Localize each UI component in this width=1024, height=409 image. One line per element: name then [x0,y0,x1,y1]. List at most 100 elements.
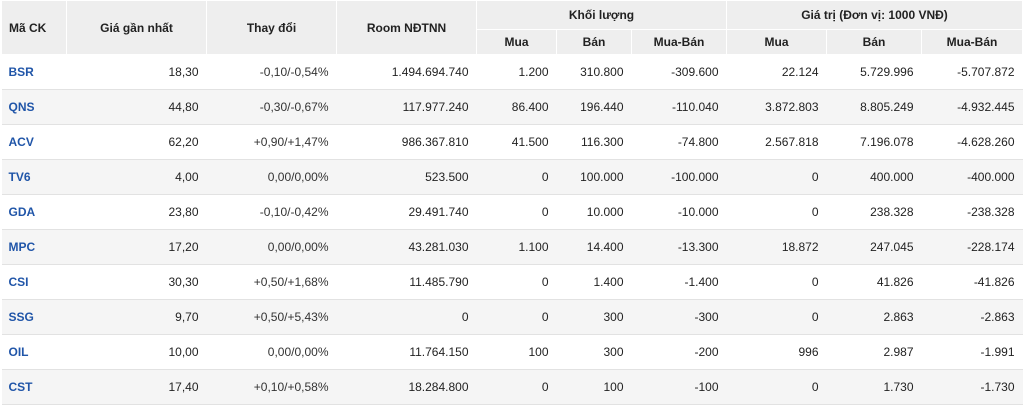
value-buy: 3.872.803 [726,89,827,125]
stock-symbol[interactable]: QNS [1,89,67,125]
stock-symbol[interactable]: SSG [1,299,67,335]
value-sell: 41.826 [826,264,922,300]
header-value-sell[interactable]: Bán [826,29,923,55]
price-change: 0,00/0,00% [206,334,337,370]
header-change[interactable]: Thay đổi [206,0,337,55]
header-value-net[interactable]: Mua-Bán [921,29,1024,55]
volume-buy: 100 [476,334,557,370]
volume-net: -10.000 [631,194,727,230]
stock-symbol[interactable]: TV6 [1,159,67,195]
header-volume-sell[interactable]: Bán [556,29,632,55]
volume-net: -100.000 [631,159,727,195]
last-price: 62,20 [66,124,207,160]
table-row: QNS 44,80 -0,30/-0,67% 117.977.240 86.400 196… [1,89,1023,125]
header-symbol[interactable]: Mã CK [1,0,67,55]
value-sell: 1.730 [826,369,922,405]
stock-symbol[interactable]: CST [1,369,67,405]
stock-symbol[interactable]: GDA [1,194,67,230]
volume-buy: 0 [476,159,557,195]
volume-buy: 0 [476,299,557,335]
table-body: BSR 18,30 -0,10/-0,54% 1.494.694.740 1.200 31… [1,54,1023,405]
value-sell: 400.000 [826,159,922,195]
volume-net: -13.300 [631,229,727,265]
header-last-price[interactable]: Giá gần nhất [66,0,207,55]
table-row: CSI 30,30 +0,50/+1,68% 11.485.790 0 1.400 -1.4… [1,264,1023,300]
volume-buy: 0 [476,369,557,405]
price-change: +0,50/+5,43% [206,299,337,335]
volume-buy: 41.500 [476,124,557,160]
volume-net: -200 [631,334,727,370]
value-sell: 2.987 [826,334,922,370]
price-change: -0,10/-0,54% [206,54,337,90]
foreign-room: 0 [336,299,477,335]
stock-symbol[interactable]: OIL [1,334,67,370]
price-change: +0,90/+1,47% [206,124,337,160]
price-change: +0,50/+1,68% [206,264,337,300]
value-buy: 996 [726,334,827,370]
value-sell: 238.328 [826,194,922,230]
table-row: ACV 62,20 +0,90/+1,47% 986.367.810 41.500 116… [1,124,1023,160]
value-net: -1.730 [921,369,1023,405]
last-price: 30,30 [66,264,207,300]
last-price: 4,00 [66,159,207,195]
value-sell: 5.729.996 [826,54,922,90]
last-price: 17,40 [66,369,207,405]
foreign-room: 523.500 [336,159,477,195]
value-sell: 7.196.078 [826,124,922,160]
value-sell: 2.863 [826,299,922,335]
header-value-group: Giá trị (Đơn vị: 1000 VNĐ) [726,0,1024,30]
foreign-room: 11.764.150 [336,334,477,370]
stock-symbol[interactable]: CSI [1,264,67,300]
table-row: CST 17,40 +0,10/+0,58% 18.284.800 0 100 -100 0 1… [1,369,1023,405]
table-row: SSG 9,70 +0,50/+5,43% 0 0 300 -300 0 2.863 -2.863 [1,299,1023,335]
header-volume-group: Khối lượng [475,0,728,30]
last-price: 10,00 [66,334,207,370]
foreign-room: 18.284.800 [336,369,477,405]
table-row: MPC 17,20 0,00/0,00% 43.281.030 1.100 14.400-… [1,229,1023,265]
value-net: -4.628.260 [921,124,1023,160]
foreign-room: 986.367.810 [336,124,477,160]
volume-sell: 300 [556,299,632,335]
stock-symbol[interactable]: MPC [1,229,67,265]
value-buy: 22.124 [726,54,827,90]
value-buy: 0 [726,264,827,300]
value-buy: 2.567.818 [726,124,827,160]
value-net: -4.932.445 [921,89,1023,125]
volume-buy: 1.200 [476,54,557,90]
volume-net: -110.040 [631,89,727,125]
foreign-room: 11.485.790 [336,264,477,300]
value-net: -2.863 [921,299,1023,335]
price-change: -0,10/-0,42% [206,194,337,230]
volume-sell: 116.300 [556,124,632,160]
volume-net: -100 [631,369,727,405]
foreign-room: 117.977.240 [336,89,477,125]
value-buy: 0 [726,299,827,335]
value-buy: 0 [726,159,827,195]
volume-sell: 310.800 [556,54,632,90]
foreign-room: 43.281.030 [336,229,477,265]
volume-buy: 0 [476,194,557,230]
volume-sell: 14.400 [556,229,632,265]
stock-symbol[interactable]: ACV [1,124,67,160]
header-volume-buy[interactable]: Mua [476,29,557,55]
value-net: -228.174 [921,229,1023,265]
value-buy: 0 [726,369,827,405]
last-price: 18,30 [66,54,207,90]
volume-buy: 1.100 [476,229,557,265]
last-price: 9,70 [66,299,207,335]
header-volume-net[interactable]: Mua-Bán [630,29,728,55]
header-value-buy[interactable]: Mua [726,29,828,55]
volume-sell: 10.000 [556,194,632,230]
price-change: -0,30/-0,67% [206,89,337,125]
table-row: GDA 23,80 -0,10/-0,42% 29.491.740 0 10.000 -10… [1,194,1023,230]
header-foreign-room[interactable]: Room NĐTNN [336,0,477,55]
volume-buy: 86.400 [476,89,557,125]
value-sell: 247.045 [826,229,922,265]
stock-symbol[interactable]: BSR [1,54,67,90]
last-price: 23,80 [66,194,207,230]
volume-net: -309.600 [631,54,727,90]
foreign-room: 29.491.740 [336,194,477,230]
volume-sell: 1.400 [556,264,632,300]
value-net: -238.328 [921,194,1023,230]
